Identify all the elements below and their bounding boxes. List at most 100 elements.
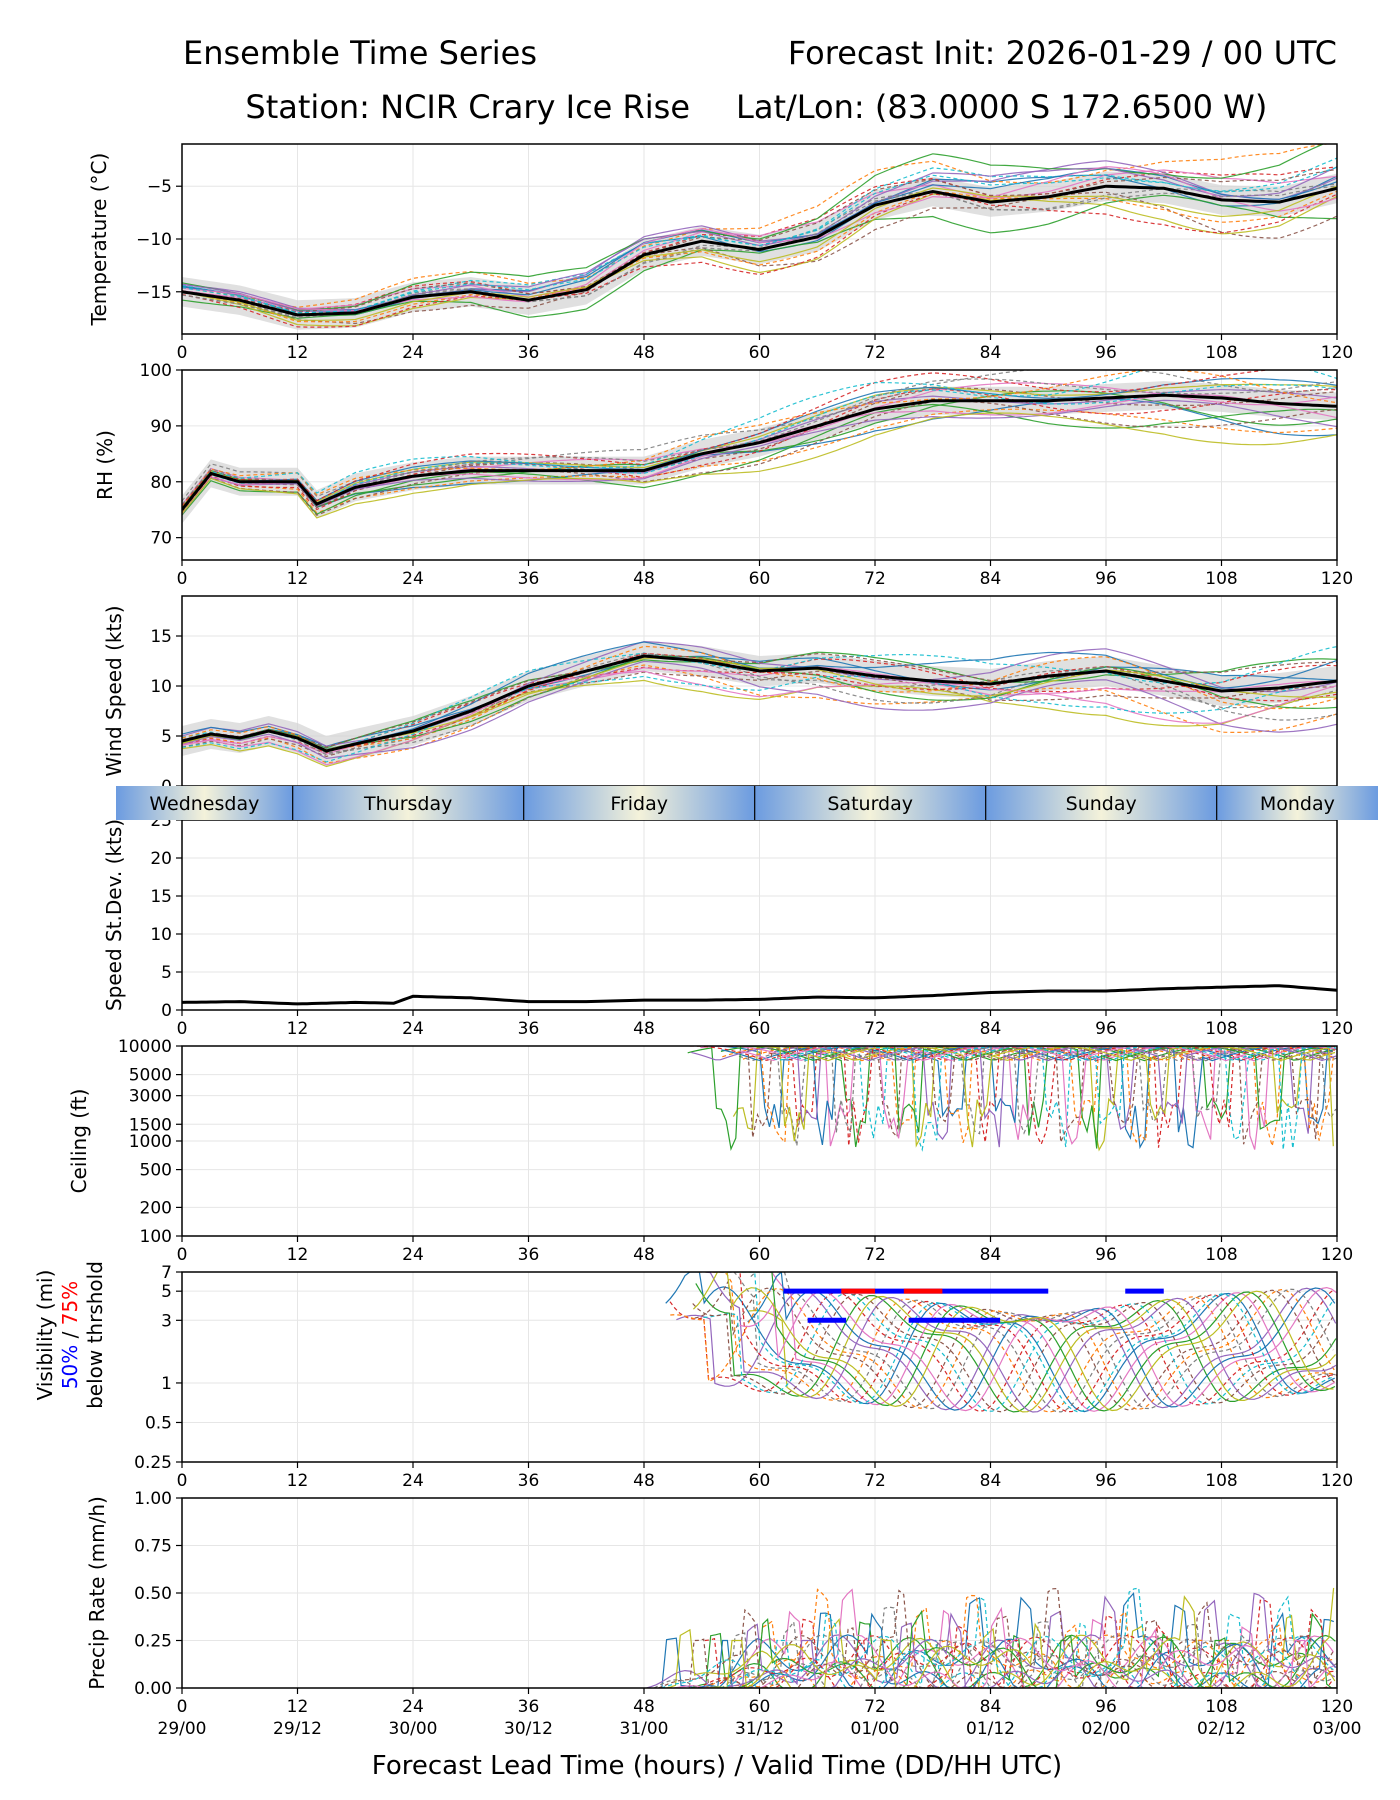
y-tick-label: 15 bbox=[150, 627, 172, 647]
visibility-ylabel: Visibility (mi) 50% / 75% below thrshold bbox=[33, 1261, 107, 1409]
day-label: Sunday bbox=[1066, 793, 1137, 815]
y-tick-label: 15 bbox=[150, 887, 172, 907]
panels: −15−10−50 12 24 36 48 60 72 84 96 108 120Temperatu… bbox=[67, 143, 1362, 1739]
latlon-title: Lat/Lon: (83.0000 S 172.6500 W) bbox=[736, 88, 1267, 126]
x-tick-label: 24 bbox=[402, 343, 424, 363]
member-line bbox=[182, 168, 1337, 313]
member-line bbox=[695, 1283, 1337, 1413]
day-segment bbox=[292, 786, 524, 820]
member-line bbox=[182, 655, 1337, 747]
member-line bbox=[182, 400, 1337, 517]
x-tick-label: 72 bbox=[864, 1471, 886, 1491]
member-line bbox=[762, 1046, 1336, 1145]
x-tick-label: 12 bbox=[287, 1697, 309, 1717]
y-axis-label: Wind Speed (kts) bbox=[102, 605, 126, 776]
x-tick-label: 96 bbox=[1095, 1245, 1117, 1265]
member-line bbox=[721, 1588, 1333, 1688]
x-tick-label: 96 bbox=[1095, 343, 1117, 363]
y-tick-label: 20 bbox=[150, 849, 172, 869]
day-segment bbox=[523, 786, 755, 820]
x-tick-label: 0 bbox=[177, 343, 188, 363]
day-label: Monday bbox=[1260, 793, 1335, 815]
x-tick-label: 72 bbox=[864, 1019, 886, 1039]
vis-label-line3: below thrshold bbox=[83, 1261, 107, 1409]
valid-time-label: 30/12 bbox=[504, 1719, 553, 1739]
member-line bbox=[182, 144, 1333, 308]
valid-time-label: 29/00 bbox=[158, 1719, 207, 1739]
plot-area bbox=[687, 1046, 1337, 1152]
member-line bbox=[658, 1587, 1337, 1688]
member-line bbox=[776, 1046, 1336, 1148]
y-tick-label: 0.5 bbox=[145, 1413, 172, 1433]
member-line bbox=[719, 1587, 1337, 1688]
x-tick-label: 96 bbox=[1095, 1019, 1117, 1039]
day-segment bbox=[116, 786, 293, 820]
plot-area bbox=[182, 984, 1337, 1006]
y-tick-label: 100 bbox=[140, 1227, 172, 1247]
x-tick-label: 96 bbox=[1095, 1697, 1117, 1717]
x-tick-label: 48 bbox=[633, 1019, 655, 1039]
member-line bbox=[653, 1620, 1333, 1688]
member-line bbox=[694, 1278, 1336, 1411]
title-left: Ensemble Time Series bbox=[183, 34, 537, 72]
member-line bbox=[182, 370, 1274, 506]
mean-line bbox=[182, 654, 1337, 753]
y-tick-label: 0.25 bbox=[134, 1453, 172, 1473]
x-tick-label: 96 bbox=[1095, 1471, 1117, 1491]
x-tick-label: 60 bbox=[749, 343, 771, 363]
x-tick-label: 48 bbox=[633, 569, 655, 589]
member-line bbox=[724, 1592, 1337, 1688]
x-tick-label: 120 bbox=[1321, 343, 1353, 363]
member-line bbox=[182, 378, 1337, 505]
x-tick-label: 60 bbox=[749, 1019, 771, 1039]
plot-area bbox=[646, 1587, 1337, 1688]
member-line bbox=[706, 1272, 1337, 1413]
x-tick-label: 0 bbox=[177, 569, 188, 589]
member-line bbox=[665, 1614, 1336, 1688]
y-tick-label: 1500 bbox=[129, 1115, 172, 1135]
member-line bbox=[670, 1288, 1336, 1410]
x-tick-label: 72 bbox=[864, 1697, 886, 1717]
x-tick-label: 72 bbox=[864, 1245, 886, 1265]
member-line bbox=[182, 194, 1337, 319]
member-line bbox=[182, 675, 1337, 763]
y-tick-label: 3000 bbox=[129, 1087, 172, 1107]
x-tick-label: 12 bbox=[287, 1245, 309, 1265]
x-tick-label: 120 bbox=[1321, 1245, 1353, 1265]
member-line bbox=[757, 1272, 1336, 1412]
member-line bbox=[661, 1591, 1337, 1688]
member-line bbox=[182, 185, 1337, 321]
member-line bbox=[705, 1272, 1337, 1413]
grid bbox=[181, 1045, 1338, 1237]
x-tick-label: 108 bbox=[1205, 343, 1237, 363]
y-tick-label: 5 bbox=[161, 963, 172, 983]
y-tick-label: 0 bbox=[161, 1001, 172, 1021]
valid-time-label: 29/12 bbox=[273, 1719, 322, 1739]
y-tick-label: 10 bbox=[150, 677, 172, 697]
x-tick-label: 36 bbox=[518, 569, 540, 589]
member-line bbox=[703, 1292, 1335, 1412]
day-segment bbox=[754, 786, 986, 820]
y-tick-label: 1000 bbox=[129, 1132, 172, 1152]
y-tick-label: −10 bbox=[136, 230, 172, 250]
member-line bbox=[182, 652, 1337, 752]
x-tick-label: 60 bbox=[749, 1245, 771, 1265]
mean-line bbox=[182, 393, 1337, 511]
x-tick-label: 12 bbox=[287, 1471, 309, 1491]
member-line bbox=[698, 1596, 1335, 1688]
y-tick-label: 10000 bbox=[118, 1037, 172, 1057]
x-axis-label: Forecast Lead Time (hours) / Valid Time … bbox=[372, 1751, 1062, 1781]
x-tick-label: 108 bbox=[1205, 1245, 1237, 1265]
member-line bbox=[182, 183, 1337, 317]
x-tick-label: 84 bbox=[980, 1245, 1002, 1265]
member-line bbox=[661, 1612, 1336, 1688]
day-segment bbox=[985, 786, 1217, 820]
y-axis-label: Temperature (°C) bbox=[87, 153, 111, 327]
member-line bbox=[182, 166, 1337, 314]
valid-time-label: 03/00 bbox=[1313, 1719, 1362, 1739]
x-tick-label: 108 bbox=[1205, 1471, 1237, 1491]
member-line bbox=[182, 408, 1337, 514]
x-tick-label: 84 bbox=[980, 1471, 1002, 1491]
